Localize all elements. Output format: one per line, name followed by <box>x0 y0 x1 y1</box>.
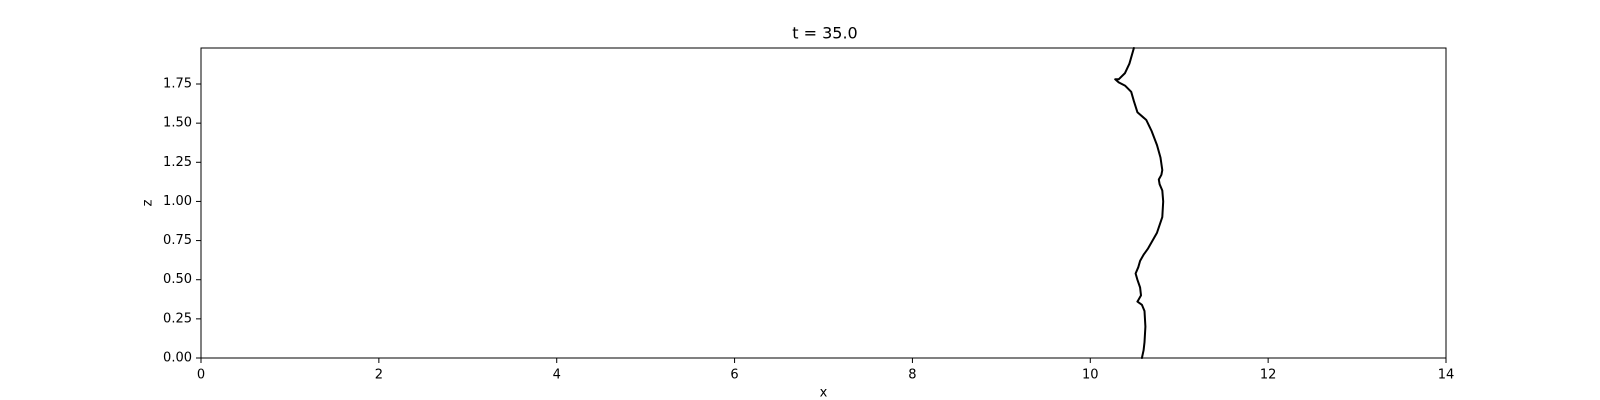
series-layer <box>1114 47 1165 359</box>
x-tick-label: 8 <box>908 368 916 383</box>
y-axis-ticks: 0.00 0.25 0.50 0.75 1.00 1.25 1.50 1.75 <box>163 77 201 366</box>
y-tick-label: 1.00 <box>163 194 192 209</box>
chart-title: t = 35.0 <box>792 24 857 43</box>
plot-frame <box>200 47 1447 359</box>
x-tick-label: 4 <box>553 368 561 383</box>
y-tick-label: 1.75 <box>163 77 192 92</box>
y-tick-label: 0.25 <box>163 311 192 326</box>
x-tick-label: 14 <box>1438 368 1455 383</box>
series-line <box>1114 47 1165 359</box>
y-axis-label: z <box>141 199 156 206</box>
y-tick-label: 0.75 <box>163 233 192 248</box>
plot-area <box>200 47 1447 359</box>
y-tick-label: 1.25 <box>163 155 192 170</box>
y-tick-label: 1.50 <box>163 116 192 131</box>
x-tick-label: 2 <box>375 368 383 383</box>
x-tick-label: 10 <box>1082 368 1099 383</box>
y-tick-label: 0.50 <box>163 272 192 287</box>
x-axis-ticks: 0 2 4 6 8 10 12 14 <box>197 358 1454 383</box>
x-axis-label: x <box>820 386 828 400</box>
y-tick-label: 0.00 <box>163 351 192 366</box>
x-tick-label: 0 <box>197 368 205 383</box>
x-tick-label: 6 <box>730 368 738 383</box>
x-tick-label: 12 <box>1260 368 1277 383</box>
